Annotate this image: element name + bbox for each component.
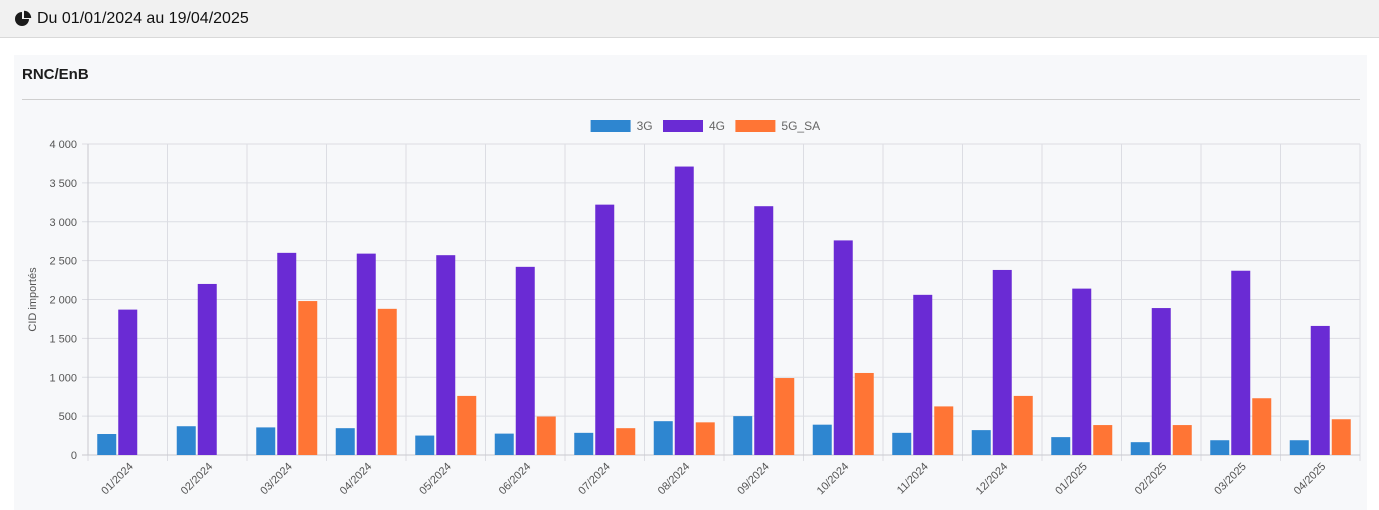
date-range-label: Du 01/01/2024 au 19/04/2025	[37, 9, 249, 27]
y-tick-label: 500	[59, 411, 77, 423]
x-tick-label: 02/2024	[179, 461, 216, 498]
bar-4g	[913, 294, 933, 455]
bar-5g-sa	[1093, 425, 1113, 455]
y-tick-label: 1 000	[49, 372, 77, 384]
y-axis-title: CID importés	[27, 267, 39, 332]
bar-5g-sa	[1252, 398, 1272, 455]
x-tick-label: 09/2024	[735, 461, 772, 498]
legend-label: 3G	[637, 119, 653, 133]
bar-4g	[277, 252, 297, 455]
bar-5g-sa	[934, 406, 954, 455]
bar-5g-sa	[1172, 425, 1192, 455]
bar-5g-sa	[1331, 419, 1351, 455]
x-tick-label: 10/2024	[815, 461, 852, 498]
legend-swatch	[663, 120, 703, 132]
x-tick-label: 05/2024	[417, 461, 454, 498]
bar-3g	[335, 428, 355, 455]
pie-chart-icon	[14, 10, 32, 28]
bar-3g	[574, 432, 594, 455]
bar-3g	[97, 434, 117, 455]
bar-4g	[595, 204, 615, 455]
bar-4g	[1072, 288, 1092, 455]
y-tick-label: 3 000	[49, 217, 77, 229]
bar-3g	[176, 426, 196, 455]
bar-5g-sa	[775, 378, 795, 455]
bar-3g	[415, 435, 435, 455]
x-tick-label: 01/2025	[1053, 461, 1090, 498]
x-tick-label: 08/2024	[656, 461, 693, 498]
bar-4g	[1310, 325, 1330, 455]
y-tick-label: 2 000	[49, 295, 77, 307]
y-tick-label: 3 500	[49, 178, 77, 190]
chart-card: RNC/EnB 0 500 1 000 1 500 2 000 2 500 3 000 3 5…	[14, 55, 1367, 510]
bar-3g	[1051, 437, 1071, 455]
legend-label: 5G_SA	[781, 119, 820, 133]
x-tick-label: 04/2024	[338, 461, 375, 498]
bar-5g-sa	[616, 428, 636, 455]
x-tick-label: 11/2024	[895, 461, 931, 497]
x-tick-label: 06/2024	[497, 461, 534, 498]
bar-4g	[118, 309, 138, 455]
bar-3g	[653, 421, 673, 455]
bar-3g	[1289, 440, 1309, 455]
legend-swatch	[735, 120, 776, 132]
x-tick-label: 12/2024	[974, 461, 1011, 498]
bar-4g	[833, 240, 853, 455]
bar-chart: 0 500 1 000 1 500 2 000 2 500 3 000 3 500 4 000 0…	[27, 119, 1361, 498]
x-tick-label: 01/2024	[99, 461, 136, 498]
y-tick-label: 2 500	[49, 256, 77, 268]
bar-5g-sa	[854, 372, 874, 455]
bar-3g	[812, 424, 832, 455]
bar-4g	[356, 253, 376, 455]
bar-4g	[197, 283, 217, 455]
x-tick-label: 07/2024	[576, 461, 613, 498]
bar-3g	[892, 432, 912, 455]
bar-3g	[971, 430, 991, 455]
bar-4g	[674, 166, 694, 456]
bar-3g	[733, 416, 753, 455]
bar-5g-sa	[536, 416, 556, 455]
y-tick-label: 0	[71, 450, 77, 462]
bar-3g	[1210, 440, 1230, 455]
date-range-bar: Du 01/01/2024 au 19/04/2025	[0, 0, 1379, 38]
bar-4g	[992, 269, 1012, 455]
legend-label: 4G	[709, 119, 725, 133]
card-title: RNC/EnB	[22, 66, 89, 83]
card-divider	[22, 99, 1360, 100]
bar-3g	[256, 427, 276, 455]
x-tick-label: 02/2025	[1133, 461, 1170, 498]
y-tick-label: 4 000	[49, 139, 77, 151]
bar-4g	[515, 266, 535, 455]
bar-5g-sa	[695, 422, 715, 455]
y-tick-label: 1 500	[49, 333, 77, 345]
bar-4g	[1151, 308, 1171, 455]
bar-3g	[494, 433, 514, 455]
bar-4g	[436, 255, 456, 455]
bar-5g-sa	[457, 395, 477, 455]
bar-4g	[1231, 270, 1251, 455]
bar-5g-sa	[298, 301, 318, 455]
x-tick-label: 03/2025	[1212, 461, 1249, 498]
bar-5g-sa	[377, 308, 397, 455]
x-tick-label: 04/2025	[1292, 461, 1329, 498]
bar-3g	[1130, 442, 1150, 455]
bar-5g-sa	[1013, 395, 1033, 455]
legend-swatch	[590, 120, 631, 132]
bar-4g	[754, 206, 774, 455]
x-tick-label: 03/2024	[258, 461, 295, 498]
